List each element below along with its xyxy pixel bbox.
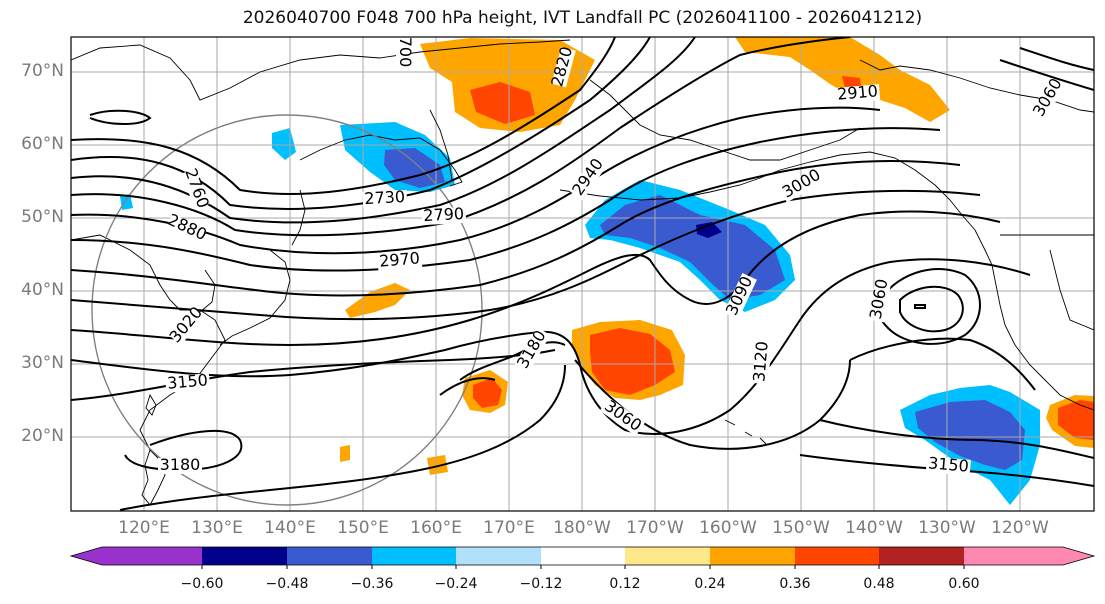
- lon-label: 170°E: [483, 518, 535, 538]
- coast-hawaii: [724, 419, 767, 445]
- coastlines: [71, 39, 1094, 506]
- contour-label: 2970: [377, 248, 423, 271]
- colorbar-tick-label: 0.60: [948, 576, 980, 592]
- shade-small-1-core: [473, 378, 502, 408]
- shade-west-tiny: [120, 194, 133, 210]
- colorbar-segment: [710, 547, 795, 565]
- contour-label: 3150: [165, 370, 211, 393]
- colorbar-segment: [456, 547, 541, 565]
- colorbar-tick-label: 0.36: [779, 576, 811, 592]
- shade-arctic-siberia-core: [470, 82, 535, 124]
- border-us-canada: [1000, 234, 1094, 331]
- contour-label-text: 3150: [927, 453, 969, 475]
- map-title: 2026040700 F048 700 hPa height, IVT Land…: [242, 8, 923, 28]
- lat-label: 70°N: [21, 61, 64, 81]
- colorbar-segment: [541, 547, 625, 565]
- contour-label-text: 2970: [378, 248, 420, 270]
- contour-label-text: 700: [396, 37, 415, 68]
- colorbar-tick-label: 0.48: [863, 576, 895, 592]
- colorbar-segment: [964, 547, 1094, 565]
- map-frame: [70, 36, 1095, 512]
- coast-east-asia: [71, 234, 226, 451]
- lat-label: 20°N: [21, 426, 64, 446]
- height-contours: [71, 37, 1094, 511]
- contour-label-text: 2790: [423, 204, 465, 225]
- colorbar-segment: [71, 547, 202, 565]
- lon-label: 150°W: [772, 518, 830, 538]
- lon-label: 140°W: [845, 518, 903, 538]
- contour-label: 2730: [362, 187, 408, 209]
- colorbar-segment: [372, 547, 456, 565]
- lat-label: 60°N: [21, 134, 64, 154]
- lon-label: 160°W: [699, 518, 757, 538]
- lon-label: 180°W: [553, 518, 611, 538]
- range-ring: [91, 114, 483, 506]
- coast-japan: [219, 249, 291, 346]
- lat-label: 40°N: [21, 280, 64, 300]
- colorbar-tick-label: −0.36: [350, 576, 394, 592]
- shade-small-4: [340, 445, 350, 462]
- coast-kamchatka: [429, 109, 453, 181]
- coast-canada-west: [974, 229, 1094, 411]
- coast-aleutians: [559, 169, 781, 201]
- contour-label-text: 2730: [364, 187, 406, 208]
- lon-label: 160°E: [410, 518, 462, 538]
- coast-sakhalin: [291, 189, 306, 246]
- contour-label: 2790: [421, 204, 467, 226]
- ivt-positive-shading: [340, 37, 1094, 475]
- contour-label: 2910: [835, 81, 881, 104]
- lat-label: 30°N: [21, 353, 64, 373]
- graticule: [71, 37, 1094, 511]
- lon-label: 140°E: [264, 518, 316, 538]
- coast-alaska-west: [589, 79, 861, 161]
- lon-label: 120°W: [991, 518, 1049, 538]
- lon-label: 130°W: [918, 518, 976, 538]
- coast-asia-north: [71, 39, 571, 101]
- colorbar-tick-label: 0.12: [609, 576, 641, 592]
- contour-label: 3150: [925, 453, 971, 476]
- shade-small-2: [345, 283, 410, 318]
- contour-label: 700: [396, 37, 415, 69]
- shade-east-core: [1058, 400, 1094, 440]
- colorbar-tick-label: −0.12: [519, 576, 563, 592]
- shade-alaska: [735, 37, 950, 122]
- shade-small-3: [427, 455, 448, 475]
- colorbar: [71, 547, 1094, 565]
- coast-okhotsk: [299, 134, 463, 187]
- shade-subtropic-core: [915, 400, 1025, 470]
- colorbar-segment: [795, 547, 879, 565]
- shade-gulf-deep: [696, 222, 722, 238]
- colorbar-outline: [69, 546, 1096, 566]
- colorbar-tick-label: 0.24: [694, 576, 726, 592]
- coast-taiwan: [145, 393, 157, 416]
- lat-label: 50°N: [21, 207, 64, 227]
- contour-label-text: 3120: [749, 340, 771, 382]
- colorbar-tick-label: −0.60: [180, 576, 224, 592]
- contour-label-text: 2910: [836, 81, 878, 103]
- coast-alaska-south: [779, 151, 976, 231]
- colorbar-tick-label: −0.48: [265, 576, 309, 592]
- colorbar-segment: [202, 547, 287, 565]
- contour-label-text: 3180: [160, 455, 201, 474]
- coast-korea: [199, 269, 216, 313]
- colorbar-ticks: [201, 565, 965, 569]
- contour-label-text: 3150: [166, 370, 208, 392]
- lon-label: 170°W: [626, 518, 684, 538]
- colorbar-segment: [625, 547, 710, 565]
- map-panel: 700 2820 2910 2760 2880 2730 2790 2940 3…: [71, 37, 1094, 511]
- colorbar-segment: [879, 547, 964, 565]
- shade-gulf-core: [600, 195, 785, 300]
- lon-label: 120°E: [118, 518, 170, 538]
- lon-label: 130°E: [191, 518, 243, 538]
- coast-arctic-alaska: [859, 59, 1094, 113]
- colorbar-tick-label: −0.24: [434, 576, 478, 592]
- shade-central-core: [590, 328, 675, 395]
- contour-label: 3180: [158, 455, 202, 474]
- contour-label: 3120: [749, 339, 772, 385]
- colorbar-segment: [287, 547, 372, 565]
- lon-label: 150°E: [337, 518, 389, 538]
